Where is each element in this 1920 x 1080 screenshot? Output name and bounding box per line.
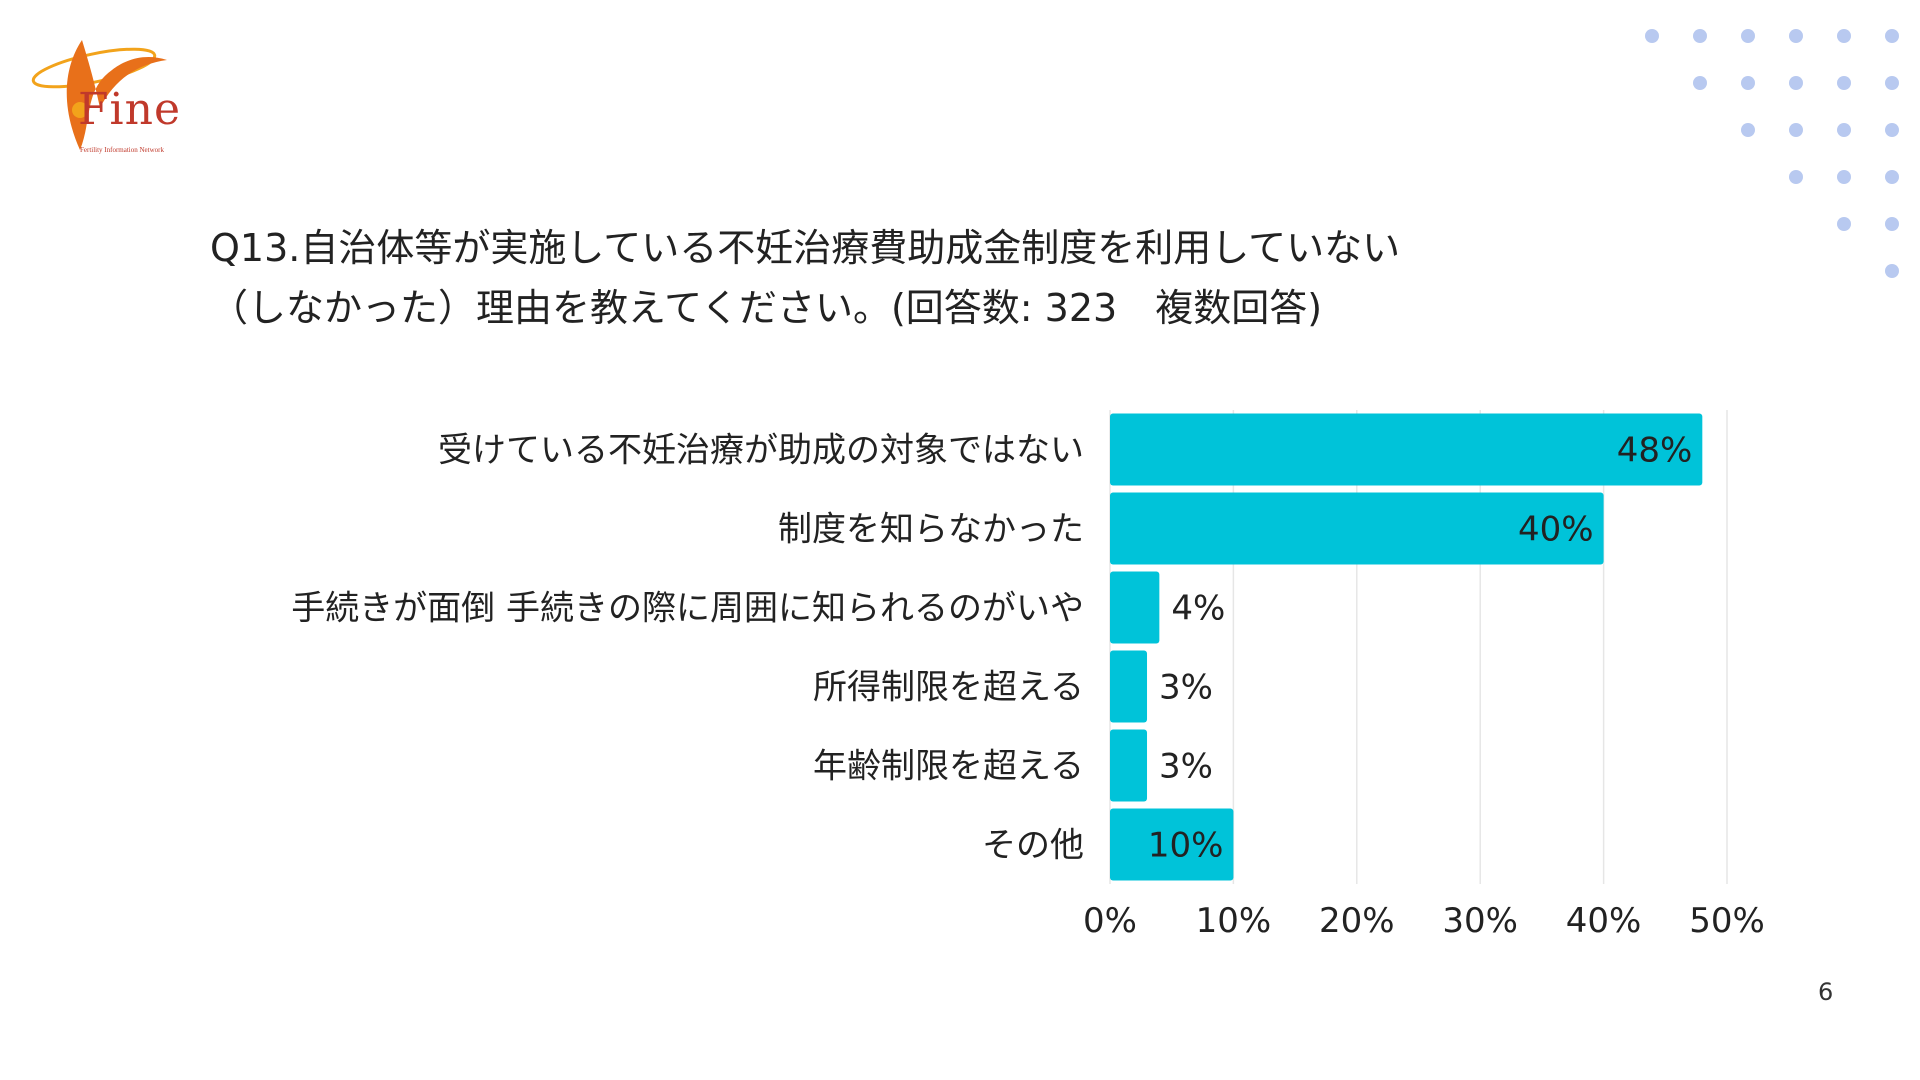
category-label: 受けている不妊治療が助成の対象ではない xyxy=(438,431,1084,471)
decorative-dot xyxy=(1837,123,1851,137)
decorative-dot xyxy=(1693,29,1707,43)
decorative-dot xyxy=(1885,29,1899,43)
decorative-dot xyxy=(1741,29,1755,43)
logo-text: Fine xyxy=(78,84,181,135)
decorative-dot xyxy=(1885,217,1899,231)
decorative-dot xyxy=(1885,123,1899,137)
bar xyxy=(1110,729,1148,802)
data-label: 40% xyxy=(1518,510,1594,550)
decorative-dot xyxy=(1693,76,1707,90)
decorative-dot xyxy=(1885,170,1899,184)
decorative-dot xyxy=(1789,123,1803,137)
fine-logo xyxy=(31,40,167,150)
decorative-dot xyxy=(1741,123,1755,137)
logo-orbit-icon xyxy=(31,47,157,89)
category-label: 手続きが面倒 手続きの際に周囲に知られるのがいや xyxy=(291,589,1084,629)
logo-flame-icon xyxy=(66,40,167,150)
bar xyxy=(1110,571,1160,644)
category-label: 所得制限を超える xyxy=(813,668,1084,708)
decorative-dots xyxy=(1645,29,1899,278)
decorative-dot xyxy=(1837,217,1851,231)
bar xyxy=(1110,808,1234,881)
data-label: 10% xyxy=(1148,826,1224,866)
page-number: 6 xyxy=(1818,978,1834,1006)
x-tick-label: 0% xyxy=(1083,901,1137,941)
data-label: 3% xyxy=(1159,747,1213,787)
x-tick-label: 20% xyxy=(1319,901,1395,941)
decorative-dot xyxy=(1885,76,1899,90)
title-line-2: （しなかった）理由を教えてください。(回答数: 323 複数回答) xyxy=(210,286,1323,330)
decorative-dot xyxy=(1837,170,1851,184)
decorative-dot xyxy=(1837,76,1851,90)
title-line-1: Q13.自治体等が実施している不妊治療費助成金制度を利用していない xyxy=(210,226,1401,270)
bar xyxy=(1110,413,1703,486)
bar xyxy=(1110,492,1604,565)
decorative-dot xyxy=(1741,76,1755,90)
page-title: Q13.自治体等が実施している不妊治療費助成金制度を利用していない （しなかった… xyxy=(210,218,1400,338)
bar xyxy=(1110,650,1148,723)
decorative-dot xyxy=(1645,29,1659,43)
x-tick-label: 30% xyxy=(1442,901,1518,941)
category-label: 制度を知らなかった xyxy=(778,510,1084,550)
decorative-dot xyxy=(1885,264,1899,278)
decorative-dot xyxy=(1837,29,1851,43)
logo-figure-head-icon xyxy=(72,102,88,118)
data-label: 4% xyxy=(1171,589,1225,629)
category-label: 年齢制限を超える xyxy=(813,747,1084,787)
decorative-dot xyxy=(1789,76,1803,90)
data-label: 48% xyxy=(1617,431,1693,471)
x-tick-label: 40% xyxy=(1566,901,1642,941)
decorative-dot xyxy=(1789,29,1803,43)
category-label: その他 xyxy=(982,826,1084,866)
logo-subtext: Fertility Information Network xyxy=(80,146,164,154)
x-tick-label: 50% xyxy=(1689,901,1765,941)
data-label: 3% xyxy=(1159,668,1213,708)
decorative-dot xyxy=(1789,170,1803,184)
x-tick-label: 10% xyxy=(1196,901,1272,941)
